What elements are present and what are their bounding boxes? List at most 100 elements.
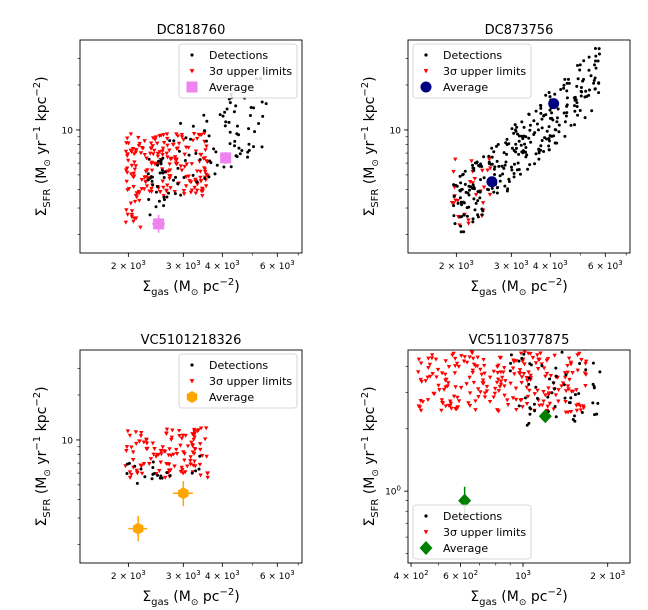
- detection-point: [526, 167, 530, 171]
- detection-point: [539, 111, 543, 115]
- detection-point: [160, 168, 164, 172]
- detection-point: [471, 166, 475, 170]
- detection-point: [517, 359, 521, 363]
- upper-limit-point: [164, 432, 169, 437]
- upper-limit-point: [127, 433, 133, 438]
- detection-point: [569, 123, 573, 127]
- upper-limit-point: [429, 353, 435, 358]
- upper-limit-point: [181, 189, 187, 193]
- detection-point: [471, 183, 475, 187]
- upper-limit-point: [559, 384, 564, 389]
- upper-limit-point: [480, 201, 486, 206]
- upper-limit-point: [177, 433, 182, 438]
- upper-limit-point: [425, 375, 430, 380]
- upper-limit-point: [145, 446, 150, 451]
- detection-point: [587, 88, 591, 92]
- x-tick-label: 4 × 103: [205, 569, 240, 582]
- detection-point: [146, 178, 150, 182]
- detection-point: [580, 410, 584, 414]
- upper-limit-point: [168, 186, 173, 191]
- detection-point: [564, 373, 568, 377]
- detection-point: [528, 412, 532, 416]
- upper-limit-point: [169, 437, 174, 442]
- upper-limit-point: [131, 185, 136, 189]
- upper-limit-point: [202, 156, 208, 161]
- detection-point: [593, 76, 597, 80]
- upper-limit-point: [541, 390, 546, 394]
- upper-limit-point: [131, 171, 137, 176]
- upper-limit-point: [125, 212, 130, 217]
- detection-point: [593, 47, 597, 51]
- detection-point: [555, 141, 559, 145]
- upper-limit-point: [510, 366, 516, 371]
- detection-point: [237, 133, 241, 137]
- detection-point: [502, 166, 506, 170]
- upper-limit-point: [139, 178, 145, 183]
- upper-limit-point: [496, 389, 502, 394]
- upper-limit-point: [487, 192, 493, 197]
- detection-point: [594, 66, 598, 70]
- detection-point: [247, 148, 251, 152]
- upper-limit-point: [183, 433, 188, 438]
- upper-limit-point: [151, 152, 156, 157]
- detection-point: [253, 130, 257, 134]
- upper-limit-point: [152, 148, 157, 153]
- upper-limit-point: [186, 145, 191, 150]
- upper-limit-point: [181, 138, 186, 143]
- detection-point: [524, 146, 528, 150]
- upper-limit-point: [420, 400, 426, 405]
- upper-limit-point: [185, 464, 190, 469]
- upper-limit-point: [444, 377, 449, 382]
- upper-limit-point: [168, 468, 173, 473]
- legend: Detections 3σ upper limits Average: [178, 43, 298, 99]
- upper-limit-point: [189, 162, 195, 167]
- axes-frame: [79, 39, 303, 254]
- upper-limit-point: [446, 365, 452, 369]
- upper-limit-point: [145, 176, 151, 181]
- axes-frame: [79, 349, 303, 564]
- legend: Detections 3σ upper limits Average: [412, 504, 532, 560]
- upper-limit-point: [138, 434, 144, 439]
- upper-limit-point: [165, 143, 170, 148]
- upper-limit-point: [556, 399, 561, 404]
- upper-limit-point: [453, 198, 458, 203]
- upper-limit-point: [123, 220, 129, 225]
- legend-upper-limit-marker: [423, 530, 429, 535]
- upper-limit-point: [142, 187, 147, 192]
- upper-limit-point: [128, 132, 134, 137]
- detection-point: [505, 137, 509, 141]
- upper-limit-point: [129, 472, 134, 477]
- upper-limit-point: [552, 353, 557, 358]
- detection-point: [191, 173, 195, 177]
- upper-limit-point: [466, 221, 471, 226]
- detection-point: [462, 213, 466, 217]
- detection-point: [467, 205, 471, 209]
- upper-limit-point: [183, 184, 189, 189]
- upper-limit-point: [154, 452, 160, 457]
- upper-limit-point: [139, 430, 144, 435]
- upper-limit-point: [522, 362, 527, 367]
- upper-limit-point: [160, 179, 165, 184]
- upper-limit-point: [185, 444, 191, 449]
- detection-point: [563, 77, 567, 81]
- detection-point: [517, 134, 521, 138]
- detection-point: [476, 213, 480, 217]
- upper-limit-point: [518, 351, 524, 356]
- upper-limit-point: [430, 372, 435, 377]
- upper-limit-point: [193, 191, 199, 196]
- detection-point: [554, 366, 558, 370]
- upper-limit-point: [491, 395, 496, 400]
- detection-point: [556, 107, 560, 111]
- upper-limit-point: [124, 445, 130, 450]
- legend-average-label: Average: [209, 81, 254, 94]
- detection-point: [490, 146, 494, 150]
- x-tick-label: 4 × 102: [394, 569, 429, 582]
- detection-point: [240, 148, 244, 152]
- detection-point: [565, 96, 569, 100]
- detection-point: [183, 158, 187, 162]
- detection-point: [554, 374, 558, 378]
- upper-limit-point: [167, 168, 173, 173]
- detection-point: [167, 191, 171, 195]
- detection-point: [539, 144, 543, 148]
- detection-point: [177, 149, 181, 153]
